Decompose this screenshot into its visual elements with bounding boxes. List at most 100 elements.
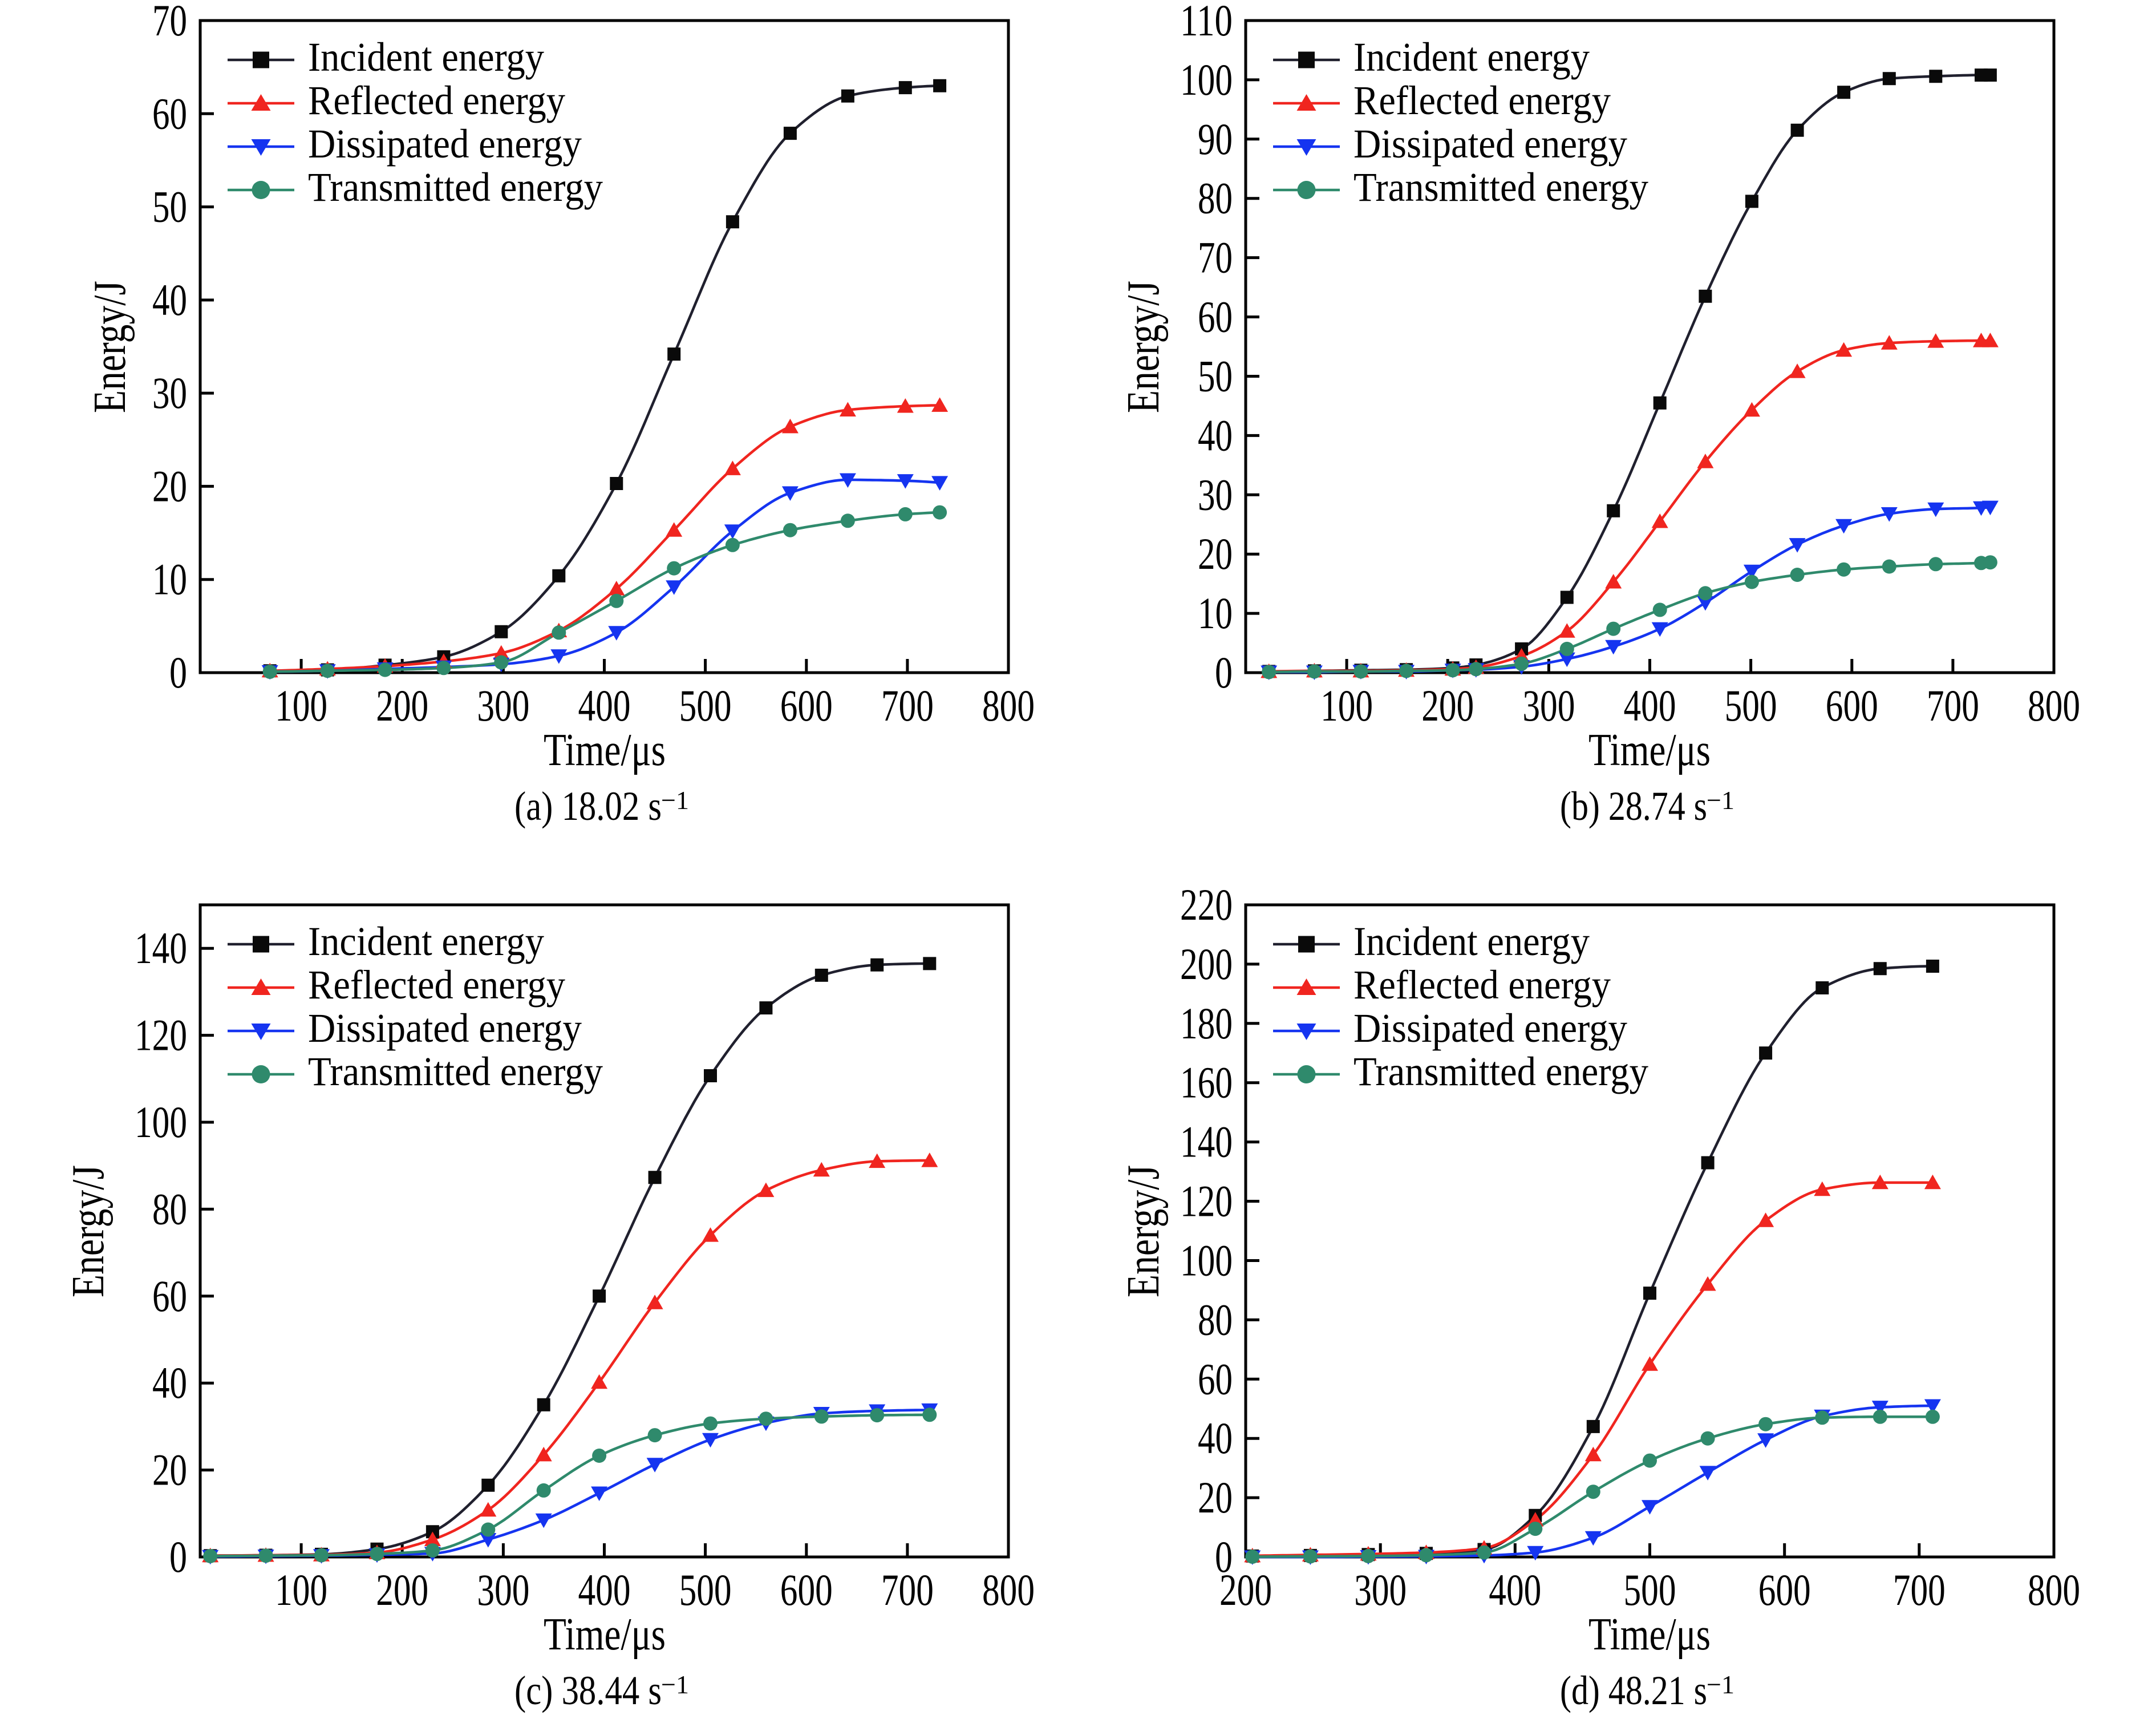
svg-text:600: 600 bbox=[780, 1565, 833, 1615]
svg-text:(c) 38.44 s: (c) 38.44 s bbox=[514, 1668, 662, 1713]
svg-text:Energy/J: Energy/J bbox=[63, 1165, 114, 1297]
svg-text:400: 400 bbox=[578, 681, 631, 730]
svg-text:300: 300 bbox=[477, 681, 529, 730]
svg-text:140: 140 bbox=[135, 923, 187, 973]
svg-text:700: 700 bbox=[881, 681, 934, 730]
svg-text:140: 140 bbox=[1180, 1117, 1233, 1167]
svg-text:(a) 18.02 s: (a) 18.02 s bbox=[514, 783, 662, 829]
svg-text:30: 30 bbox=[1198, 470, 1233, 519]
svg-text:−1: −1 bbox=[1707, 786, 1734, 815]
svg-text:20: 20 bbox=[152, 461, 187, 511]
svg-text:0: 0 bbox=[1215, 648, 1233, 697]
svg-text:300: 300 bbox=[1522, 681, 1575, 730]
svg-text:200: 200 bbox=[376, 1565, 428, 1615]
svg-text:600: 600 bbox=[780, 681, 833, 730]
svg-text:Transmitted energy: Transmitted energy bbox=[308, 164, 603, 210]
svg-text:30: 30 bbox=[152, 368, 187, 418]
svg-text:200: 200 bbox=[1180, 939, 1233, 989]
svg-text:Reflected energy: Reflected energy bbox=[308, 962, 565, 1008]
svg-text:50: 50 bbox=[1198, 351, 1233, 401]
svg-text:100: 100 bbox=[1180, 55, 1233, 104]
svg-text:Dissipated energy: Dissipated energy bbox=[308, 121, 582, 167]
svg-text:Transmitted energy: Transmitted energy bbox=[1353, 1049, 1648, 1094]
svg-text:−1: −1 bbox=[661, 786, 689, 815]
svg-text:80: 80 bbox=[1198, 173, 1233, 223]
svg-text:80: 80 bbox=[1198, 1295, 1233, 1344]
svg-text:500: 500 bbox=[1725, 681, 1777, 730]
svg-text:800: 800 bbox=[982, 1565, 1035, 1615]
svg-text:−1: −1 bbox=[1707, 1670, 1734, 1699]
svg-text:Dissipated energy: Dissipated energy bbox=[308, 1005, 582, 1051]
svg-text:800: 800 bbox=[2028, 1565, 2080, 1615]
svg-text:20: 20 bbox=[1198, 529, 1233, 579]
svg-text:120: 120 bbox=[135, 1010, 187, 1060]
svg-text:100: 100 bbox=[1180, 1236, 1233, 1285]
svg-text:Reflected energy: Reflected energy bbox=[1353, 962, 1611, 1008]
svg-text:100: 100 bbox=[135, 1097, 187, 1147]
svg-text:−1: −1 bbox=[661, 1670, 689, 1699]
svg-text:400: 400 bbox=[1624, 681, 1676, 730]
svg-text:Time/μs: Time/μs bbox=[544, 725, 666, 775]
svg-text:Incident energy: Incident energy bbox=[1353, 919, 1590, 964]
svg-text:70: 70 bbox=[152, 0, 187, 45]
svg-text:60: 60 bbox=[152, 1271, 187, 1321]
svg-text:800: 800 bbox=[982, 681, 1035, 730]
svg-text:(d) 48.21 s: (d) 48.21 s bbox=[1560, 1668, 1707, 1713]
svg-text:10: 10 bbox=[152, 555, 187, 604]
svg-text:40: 40 bbox=[152, 275, 187, 325]
svg-text:200: 200 bbox=[1421, 681, 1474, 730]
svg-text:400: 400 bbox=[578, 1565, 631, 1615]
svg-text:40: 40 bbox=[1198, 1413, 1233, 1463]
svg-text:Incident energy: Incident energy bbox=[308, 34, 544, 80]
svg-text:Incident energy: Incident energy bbox=[308, 919, 544, 964]
svg-text:110: 110 bbox=[1180, 0, 1233, 45]
svg-text:600: 600 bbox=[1758, 1565, 1811, 1615]
svg-text:500: 500 bbox=[679, 1565, 732, 1615]
svg-text:100: 100 bbox=[275, 1565, 327, 1615]
svg-text:50: 50 bbox=[152, 182, 187, 232]
svg-text:0: 0 bbox=[169, 1532, 187, 1581]
svg-text:200: 200 bbox=[376, 681, 428, 730]
svg-text:70: 70 bbox=[1198, 233, 1233, 282]
svg-text:0: 0 bbox=[1215, 1532, 1233, 1581]
svg-text:0: 0 bbox=[169, 648, 187, 697]
svg-text:200: 200 bbox=[1219, 1565, 1272, 1615]
svg-text:Energy/J: Energy/J bbox=[1118, 1165, 1169, 1297]
svg-text:(b) 28.74 s: (b) 28.74 s bbox=[1560, 783, 1707, 829]
svg-text:600: 600 bbox=[1826, 681, 1878, 730]
svg-text:180: 180 bbox=[1180, 998, 1233, 1048]
svg-text:Transmitted energy: Transmitted energy bbox=[1353, 164, 1648, 210]
svg-text:40: 40 bbox=[1198, 410, 1233, 460]
svg-text:80: 80 bbox=[152, 1184, 187, 1233]
svg-text:60: 60 bbox=[152, 88, 187, 138]
svg-text:Time/μs: Time/μs bbox=[544, 1609, 666, 1660]
svg-text:Dissipated energy: Dissipated energy bbox=[1353, 121, 1627, 167]
svg-text:300: 300 bbox=[477, 1565, 529, 1615]
svg-text:700: 700 bbox=[1893, 1565, 1946, 1615]
svg-text:300: 300 bbox=[1354, 1565, 1407, 1615]
svg-text:100: 100 bbox=[275, 681, 327, 730]
svg-text:100: 100 bbox=[1320, 681, 1373, 730]
svg-text:Transmitted energy: Transmitted energy bbox=[308, 1049, 603, 1094]
svg-text:40: 40 bbox=[152, 1358, 187, 1407]
svg-text:Dissipated energy: Dissipated energy bbox=[1353, 1005, 1627, 1051]
svg-text:Energy/J: Energy/J bbox=[85, 281, 135, 413]
svg-text:220: 220 bbox=[1180, 880, 1233, 929]
svg-text:90: 90 bbox=[1198, 114, 1233, 164]
svg-text:700: 700 bbox=[1927, 681, 1979, 730]
svg-text:20: 20 bbox=[152, 1445, 187, 1495]
svg-text:Time/μs: Time/μs bbox=[1588, 725, 1711, 775]
svg-text:Reflected energy: Reflected energy bbox=[308, 78, 565, 123]
svg-text:500: 500 bbox=[679, 681, 732, 730]
svg-text:Time/μs: Time/μs bbox=[1588, 1609, 1711, 1660]
svg-text:500: 500 bbox=[1624, 1565, 1676, 1615]
svg-text:400: 400 bbox=[1489, 1565, 1541, 1615]
svg-text:Energy/J: Energy/J bbox=[1118, 281, 1169, 413]
svg-text:160: 160 bbox=[1180, 1058, 1233, 1107]
svg-text:800: 800 bbox=[2028, 681, 2080, 730]
svg-text:60: 60 bbox=[1198, 1354, 1233, 1403]
svg-text:700: 700 bbox=[881, 1565, 934, 1615]
svg-text:120: 120 bbox=[1180, 1176, 1233, 1226]
svg-text:Reflected energy: Reflected energy bbox=[1353, 78, 1611, 123]
svg-text:60: 60 bbox=[1198, 292, 1233, 342]
